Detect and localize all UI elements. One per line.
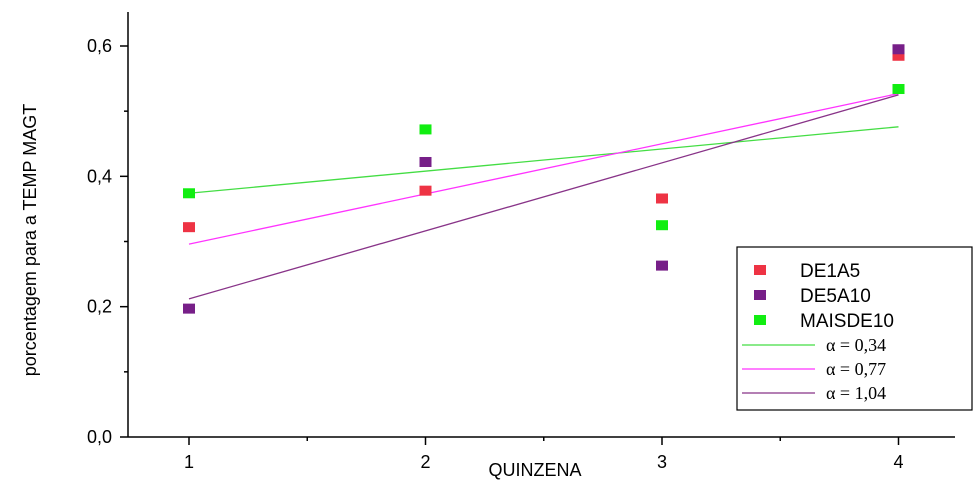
legend-fit-label: α = 0,34 xyxy=(826,335,886,355)
data-point xyxy=(892,84,905,95)
legend-items: DE1A5 DE5A10 MAISDE10 α = 0,34 α = 0,77 α = 1… xyxy=(742,261,894,403)
y-tick-label: 0,4 xyxy=(87,166,112,186)
x-ticks: 1 2 3 4 xyxy=(184,437,904,472)
legend-label: DE1A5 xyxy=(800,261,860,282)
fit-line xyxy=(188,94,899,300)
y-tick-label: 0,2 xyxy=(87,297,112,317)
fit-lines xyxy=(188,92,899,300)
y-axis-title: porcentagem para a TEMP MAGT xyxy=(20,104,40,376)
legend-fit-label: α = 0,77 xyxy=(826,359,886,379)
legend-marker xyxy=(754,315,766,325)
data-point xyxy=(183,188,195,199)
legend: DE1A5 DE5A10 MAISDE10 α = 0,34 α = 0,77 α = 1… xyxy=(736,246,973,411)
y-tick-label: 0,0 xyxy=(87,427,112,447)
data-point xyxy=(419,185,432,196)
legend-box xyxy=(736,246,973,411)
legend-label: DE5A10 xyxy=(800,286,871,307)
data-point xyxy=(183,303,195,314)
x-tick-label: 4 xyxy=(893,452,903,472)
data-points xyxy=(183,44,905,314)
data-point xyxy=(892,50,905,61)
legend-marker xyxy=(754,265,766,275)
x-tick-label: 3 xyxy=(657,452,667,472)
legend-label: MAISDE10 xyxy=(800,311,894,332)
legend-marker xyxy=(754,290,766,300)
fit-line xyxy=(188,92,899,245)
data-point xyxy=(656,220,668,231)
data-point xyxy=(892,44,905,55)
data-point xyxy=(656,260,668,271)
data-point xyxy=(419,156,432,167)
y-tick-label: 0,6 xyxy=(87,36,112,56)
legend-fit-label: α = 1,04 xyxy=(826,383,886,403)
x-tick-label: 2 xyxy=(420,452,430,472)
data-point xyxy=(656,193,668,204)
x-tick-label: 1 xyxy=(184,452,194,472)
fit-line xyxy=(188,126,899,194)
data-point xyxy=(183,222,195,233)
x-axis-title: QUINZENA xyxy=(488,460,581,480)
axes xyxy=(127,12,955,438)
data-point xyxy=(419,124,432,135)
y-ticks: 0,0 0,2 0,4 0,6 xyxy=(87,36,128,447)
